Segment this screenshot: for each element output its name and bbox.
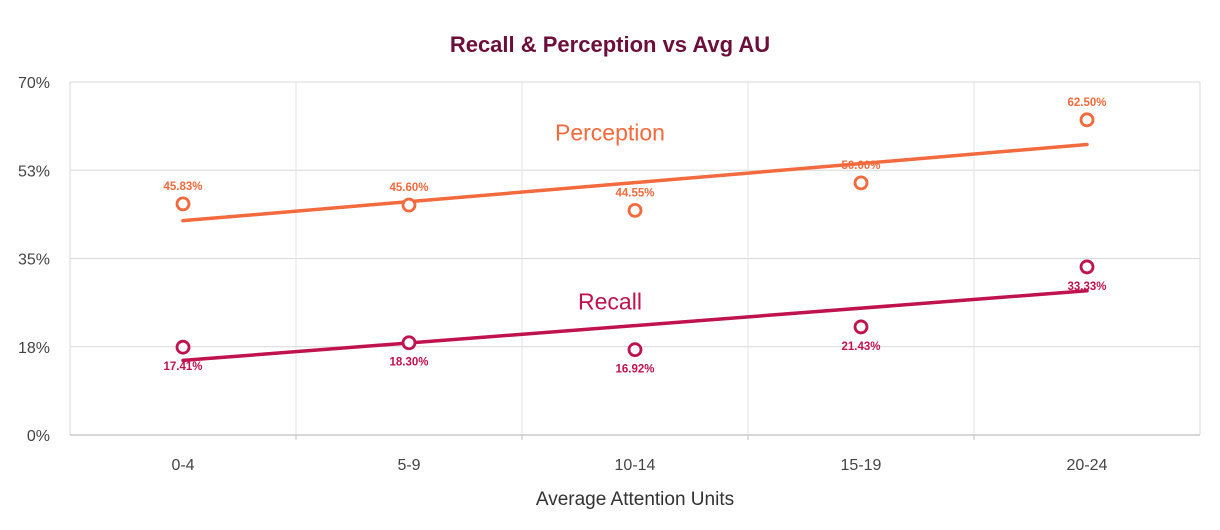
series-name-recall: Recall — [578, 289, 642, 315]
y-axis-ticks: 0% 18% 35% 53% 70% — [18, 75, 50, 445]
data-point — [1079, 112, 1095, 128]
data-points — [175, 112, 1095, 358]
grid — [69, 81, 1201, 440]
y-tick-label: 70% — [18, 75, 50, 92]
data-label: 16.92% — [615, 364, 654, 376]
data-point — [401, 197, 417, 213]
chart-title: Recall & Perception vs Avg AU — [450, 32, 770, 57]
x-tick-label: 15-19 — [841, 457, 882, 474]
x-axis-label: Average Attention Units — [536, 489, 734, 510]
data-label: 45.60% — [389, 182, 428, 194]
x-tick-label: 5-9 — [397, 457, 420, 474]
y-tick-label: 35% — [18, 252, 50, 269]
data-label: 45.83% — [163, 181, 202, 193]
x-axis-ticks: 0-4 5-9 10-14 15-19 20-24 — [171, 457, 1107, 474]
trendlines — [181, 142, 1089, 363]
data-point — [175, 339, 191, 355]
data-label: 21.43% — [841, 341, 880, 353]
data-point — [1079, 259, 1095, 275]
data-label: 62.50% — [1067, 97, 1106, 109]
data-labels: 45.83% 45.60% 44.55% 50.00% 62.50% 17.41% 18.3… — [163, 97, 1106, 376]
data-point — [627, 342, 643, 358]
data-point — [175, 196, 191, 212]
x-tick-label: 0-4 — [171, 457, 194, 474]
data-label: 17.41% — [163, 361, 202, 373]
series-names: Perception Recall — [555, 120, 665, 315]
y-tick-label: 53% — [18, 163, 50, 180]
data-point — [853, 319, 869, 335]
y-tick-label: 0% — [27, 428, 50, 445]
x-tick-label: 10-14 — [615, 457, 656, 474]
data-point — [853, 175, 869, 191]
trendline-perception — [181, 142, 1089, 223]
y-tick-label: 18% — [18, 340, 50, 357]
data-label: 50.00% — [841, 160, 880, 172]
data-label: 18.30% — [389, 357, 428, 369]
trendline-recall — [181, 289, 1089, 363]
data-label: 44.55% — [615, 187, 654, 199]
data-label: 33.33% — [1067, 281, 1106, 293]
data-point — [401, 335, 417, 351]
x-tick-label: 20-24 — [1067, 457, 1108, 474]
data-point — [627, 202, 643, 218]
series-name-perception: Perception — [555, 120, 665, 146]
